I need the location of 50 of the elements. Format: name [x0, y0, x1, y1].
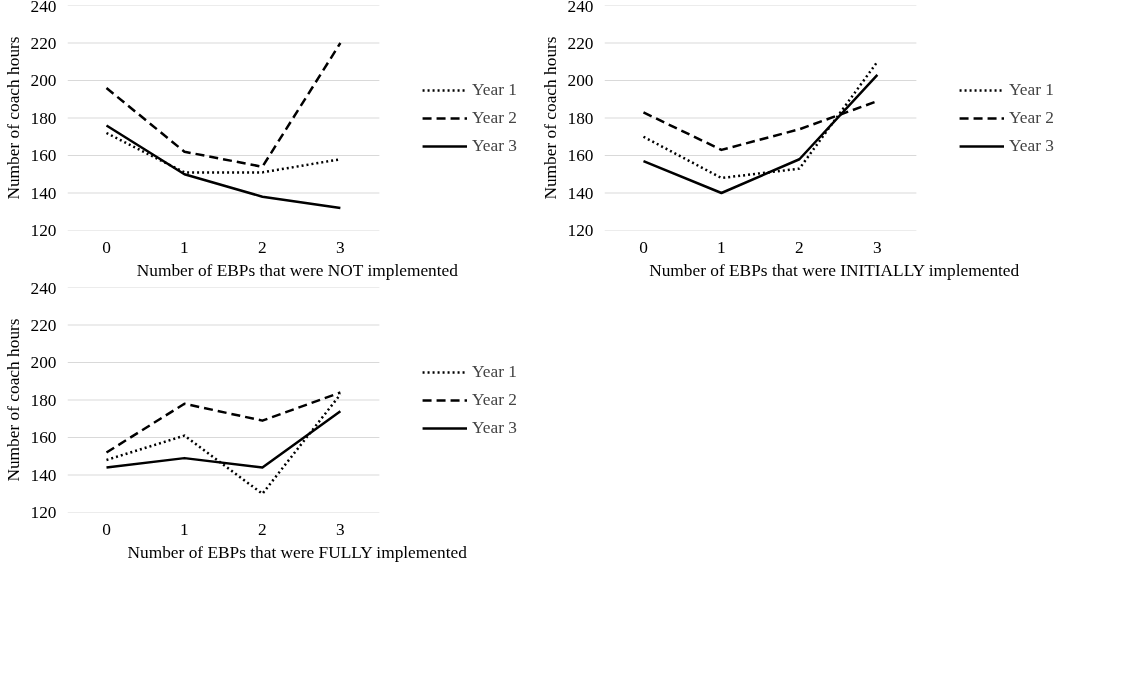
y-tick-label: 120 — [567, 221, 594, 240]
y-tick-label: 160 — [30, 146, 57, 165]
y-tick-label: 120 — [30, 221, 57, 240]
x-axis-title: Number of EBPs that were FULLY implemented — [127, 542, 468, 562]
y-tick-label: 180 — [30, 108, 57, 128]
y-tick-label: 240 — [30, 0, 57, 16]
x-tick-label: 0 — [639, 237, 648, 257]
x-tick-label: 2 — [258, 237, 267, 257]
legend-label: Year 1 — [472, 361, 517, 382]
y-tick-label: 120 — [30, 503, 57, 522]
x-tick-label: 3 — [336, 237, 345, 257]
x-tick-label: 3 — [336, 519, 345, 539]
legend-label: Year 1 — [472, 79, 517, 100]
line-series — [105, 41, 342, 168]
y-tick-label: 180 — [30, 390, 57, 410]
x-tick-label: 1 — [180, 237, 189, 257]
x-tick-label: 2 — [795, 237, 804, 257]
x-axis-title: Number of EBPs that were INITIALLY implemented — [649, 260, 1020, 280]
y-tick-label: 240 — [567, 0, 594, 16]
x-tick-label: 1 — [180, 519, 189, 539]
x-tick-label: 1 — [717, 237, 726, 257]
legend-label: Year 2 — [472, 389, 517, 410]
y-tick-label: 160 — [567, 146, 594, 165]
y-tick-label: 160 — [30, 428, 57, 447]
y-tick-label: 140 — [30, 183, 57, 203]
legend-label: Year 2 — [472, 107, 517, 128]
y-tick-label: 240 — [30, 278, 57, 298]
y-tick-label: 200 — [567, 71, 594, 90]
x-tick-label: 0 — [102, 519, 111, 539]
y-tick-label: 140 — [567, 183, 594, 203]
line-series — [105, 124, 342, 210]
x-tick-label: 0 — [102, 237, 111, 257]
x-axis-title: Number of EBPs that were NOT implemented — [136, 260, 459, 280]
legend-label: Year 2 — [1009, 107, 1054, 128]
y-tick-label: 220 — [30, 315, 57, 335]
y-tick-label: 200 — [30, 353, 57, 372]
y-tick-label: 220 — [30, 33, 57, 53]
y-tick-label: 220 — [567, 33, 594, 53]
y-tick-label: 140 — [30, 465, 57, 485]
legend-label: Year 3 — [1009, 135, 1054, 156]
y-axis-title: Number of coach hours — [540, 36, 560, 200]
y-tick-label: 200 — [30, 71, 57, 90]
legend-label: Year 3 — [472, 417, 517, 438]
legend-label: Year 3 — [472, 135, 517, 156]
x-tick-label: 2 — [258, 519, 267, 539]
y-axis-title: Number of coach hours — [3, 318, 23, 482]
x-tick-label: 3 — [873, 237, 882, 257]
y-axis-title: Number of coach hours — [3, 36, 23, 200]
y-tick-label: 180 — [567, 108, 594, 128]
legend-label: Year 1 — [1009, 79, 1054, 100]
